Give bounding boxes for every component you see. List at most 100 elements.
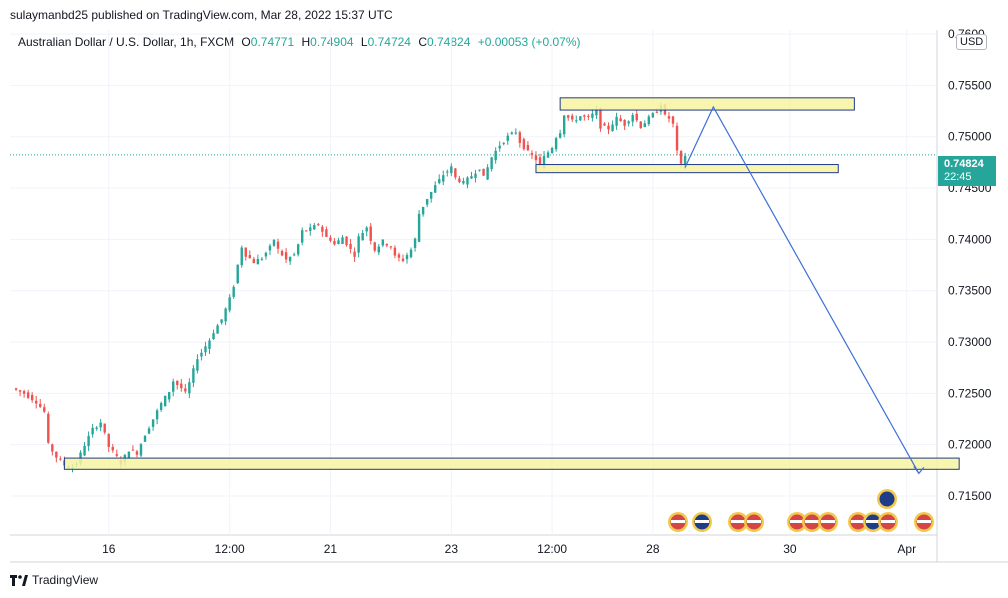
candle-body [438, 179, 441, 184]
candle-body [244, 247, 247, 257]
candle-body [216, 325, 219, 334]
currency-button[interactable]: USD [956, 34, 988, 50]
candle-body [268, 245, 272, 251]
candle-body [434, 185, 437, 193]
candle-body [365, 227, 368, 232]
candle-body [482, 168, 485, 176]
zone-rectangles [63, 97, 960, 470]
us-flag-icon [787, 512, 807, 532]
published-info: sulaymanbd25 published on TradingView.co… [10, 8, 393, 22]
icon-stripe [671, 520, 685, 523]
candle-body [679, 151, 683, 164]
us-flag-icon [848, 512, 868, 532]
icon-stripe [805, 520, 819, 523]
candle-body [587, 115, 590, 117]
low-value: 0.74724 [367, 35, 411, 49]
candle-body [39, 403, 42, 407]
candle-body [252, 258, 256, 264]
candle-body [87, 435, 90, 447]
time-tick-label: Apr [897, 542, 916, 556]
candle-body [381, 239, 385, 246]
open-label: O [241, 35, 251, 49]
candle-body [534, 155, 538, 161]
candle-body [30, 395, 34, 401]
candle-body [309, 227, 312, 231]
candle-body [115, 454, 119, 456]
candle-body [361, 232, 364, 241]
footer-brand[interactable]: TradingView [10, 573, 98, 587]
candle-body [208, 340, 211, 349]
zone-rectangle [63, 457, 960, 470]
candle-body [188, 382, 191, 394]
candle-body [425, 199, 429, 205]
candle-body [349, 243, 352, 249]
australia-flag-icon [692, 512, 712, 532]
candle-body [583, 115, 586, 117]
candle-body [47, 413, 50, 443]
candle-body [83, 445, 86, 456]
candle-body [107, 433, 110, 447]
candle-body [280, 251, 284, 256]
candle-body [95, 427, 98, 429]
candle-body [369, 226, 372, 241]
candle-body [135, 451, 139, 455]
price-tick-label: 0.75500 [948, 78, 992, 92]
candle-body [417, 213, 421, 242]
candle-body [603, 123, 606, 126]
candle-body [522, 139, 526, 150]
candle-body [619, 118, 622, 122]
candle-body [159, 403, 163, 410]
candle-body [176, 380, 179, 385]
candle-body [18, 390, 22, 392]
candle-body [317, 224, 320, 226]
candle-body [486, 167, 489, 180]
candle-body [631, 114, 634, 122]
close-value: 0.74824 [427, 35, 471, 49]
icon-stripe [851, 520, 865, 523]
candle-body [542, 156, 546, 169]
candle-body [127, 451, 131, 459]
candle-body [567, 115, 570, 118]
candle-body [192, 368, 195, 383]
projection-arrowhead [913, 466, 925, 475]
candle-body [184, 388, 187, 392]
candle-body [228, 297, 231, 311]
candle-body [506, 135, 509, 141]
candle-body [296, 244, 300, 255]
icon-stripe [917, 520, 931, 523]
us-flag-icon [818, 512, 838, 532]
candle-body [143, 435, 147, 442]
candle-body [530, 153, 534, 155]
icon-stripe [695, 520, 709, 523]
time-tick-label: 21 [324, 542, 338, 556]
candle-body [224, 308, 227, 322]
candle-body [292, 254, 296, 256]
candle-body [639, 121, 642, 129]
candle-body [627, 121, 630, 124]
change-value: +0.00053 (+0.07%) [477, 35, 581, 49]
time-tick-label: 23 [445, 542, 459, 556]
projection-line [684, 105, 920, 474]
candle-body [558, 133, 562, 138]
candle-body [325, 229, 328, 237]
price-chart[interactable]: 0.71500 0.72000 0.72500 0.73000 0.73500 0.740… [0, 0, 1008, 565]
high-value: 0.74904 [310, 35, 354, 49]
candle-body [284, 252, 288, 260]
candle-body [442, 175, 445, 182]
candle-body [91, 427, 94, 435]
candle-body [446, 171, 449, 173]
candle-body [321, 226, 324, 232]
candle-body [151, 419, 155, 427]
candle-body [478, 169, 481, 171]
price-tick-label: 0.73500 [948, 284, 992, 298]
price-tick-label: 0.71500 [948, 489, 992, 503]
candle-body [345, 236, 348, 246]
icon-stripe [881, 520, 895, 523]
time-tick-label: 16 [102, 542, 116, 556]
price-tick-label: 0.73000 [948, 335, 992, 349]
candle-body [236, 264, 239, 284]
candle-body [494, 150, 497, 161]
candle-body [55, 451, 58, 458]
candle-body [337, 240, 340, 244]
candle-body [43, 407, 46, 412]
